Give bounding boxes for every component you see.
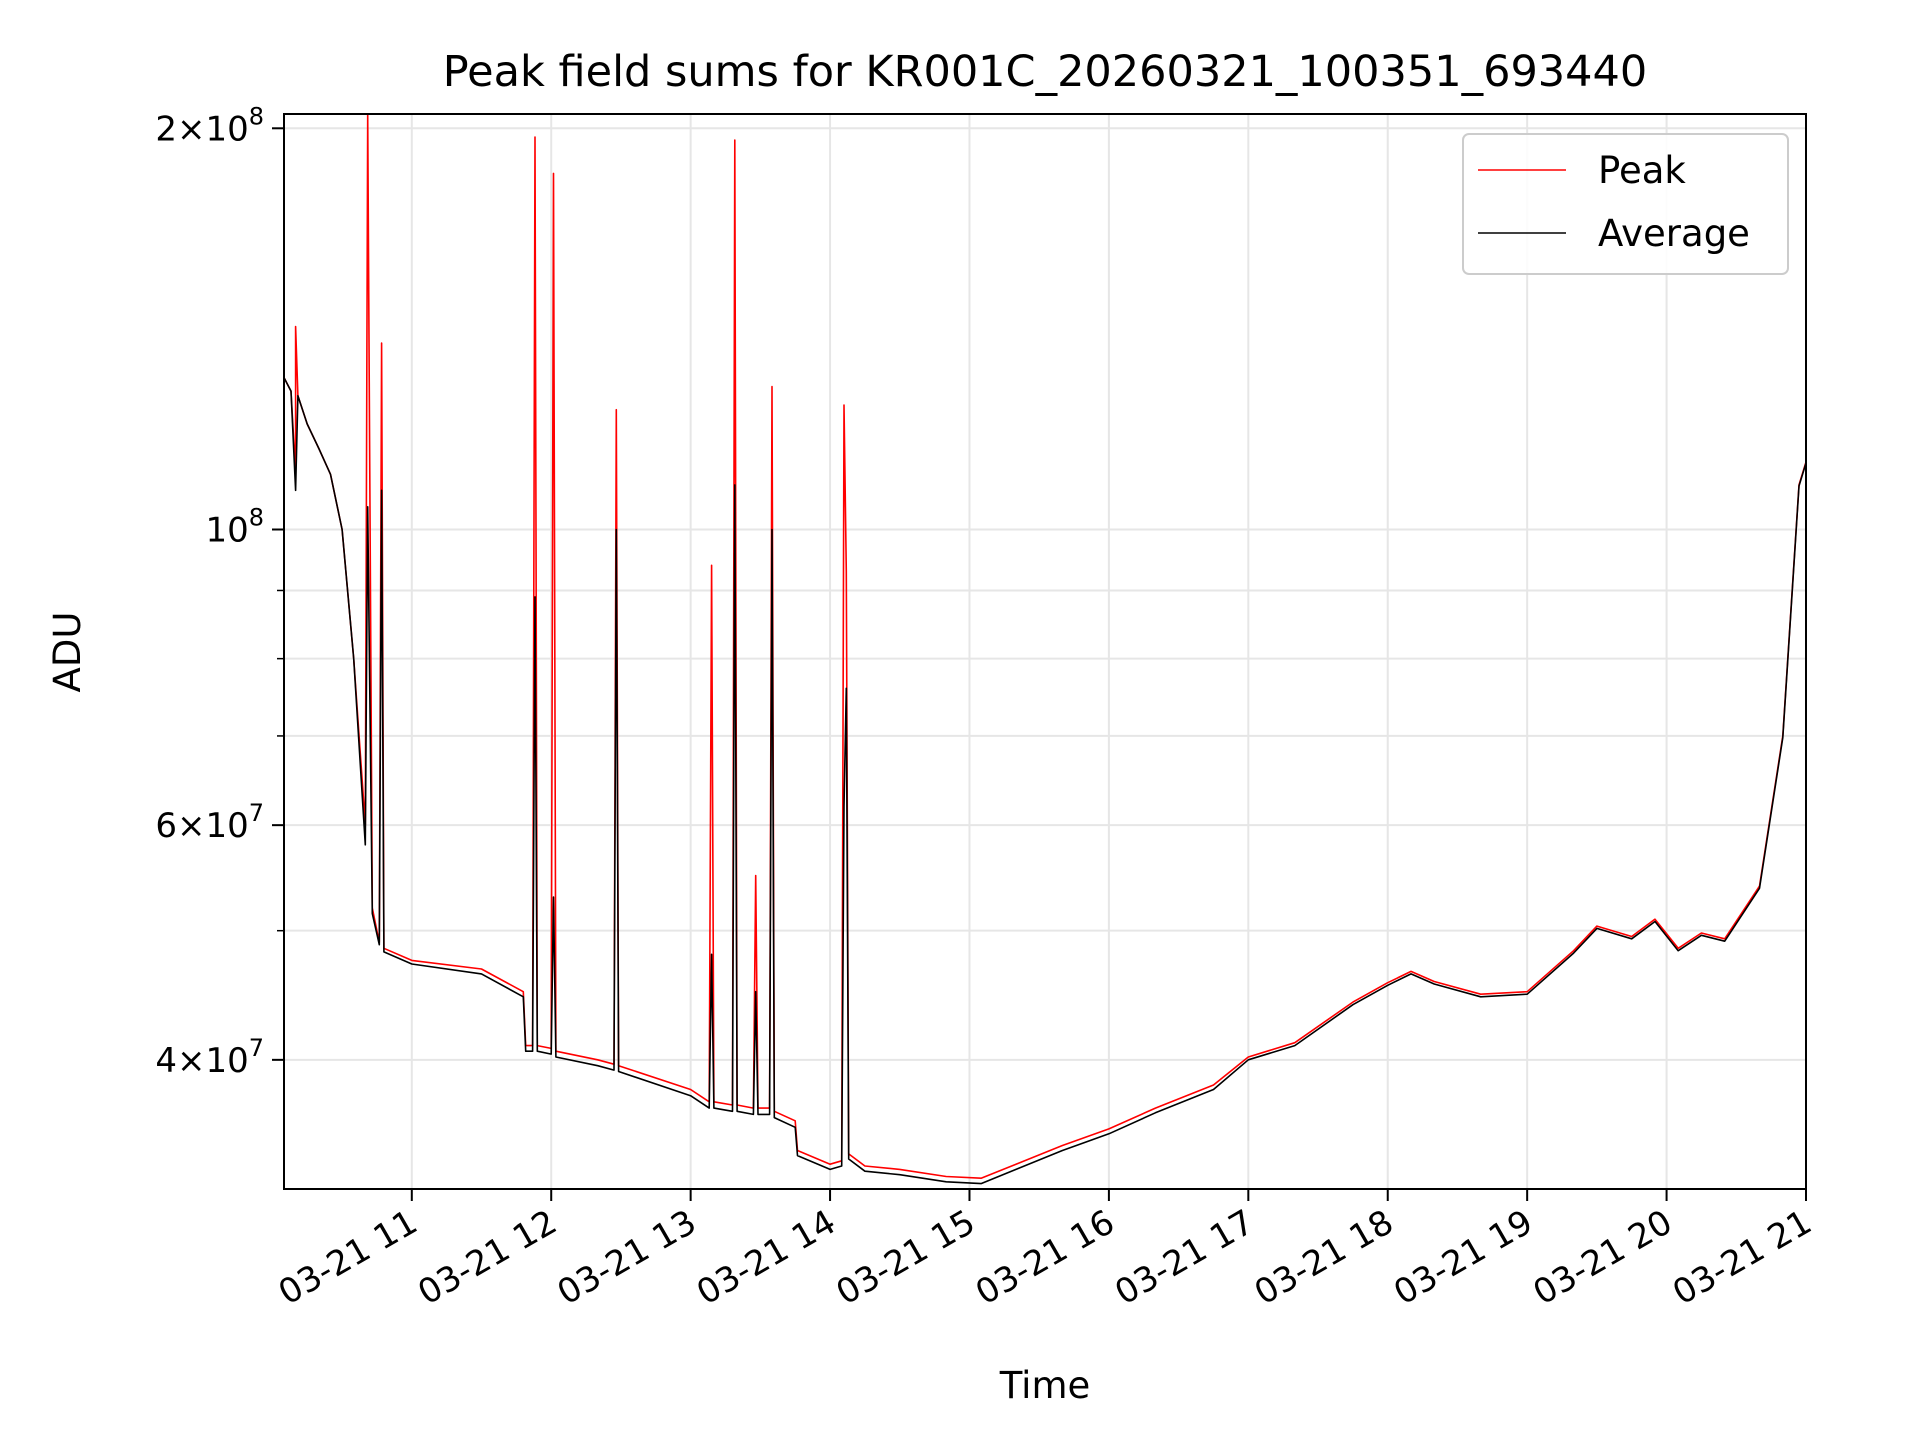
chart-title: Peak field sums for KR001C_20260321_1003… [443,47,1647,97]
legend-box [1462,133,1789,275]
y-tick-base: 10 [205,510,248,550]
y-tick-base: 2×10 [155,109,248,149]
y-tick-label: 108 [205,503,264,550]
legend: Peak Average [1462,133,1789,275]
y-tick-label: 2×108 [155,102,264,149]
legend-label-peak: Peak [1598,149,1686,192]
y-tick-base: 6×10 [155,806,248,846]
y-axis-label: ADU [46,612,89,693]
y-tick-label: 6×107 [155,799,264,846]
plot-frame [283,113,1807,1190]
y-tick-exponent: 7 [249,799,264,827]
legend-label-average: Average [1598,212,1750,255]
x-axis-label: Time [999,1364,1091,1407]
series-layer [284,114,1806,1185]
y-tick-exponent: 8 [249,503,264,531]
y-tick-exponent: 8 [249,102,264,130]
series-line-average [284,377,1806,1185]
y-tick-label: 4×107 [155,1034,264,1081]
y-tick-base: 4×10 [155,1041,248,1081]
y-tick-exponent: 7 [249,1034,264,1062]
